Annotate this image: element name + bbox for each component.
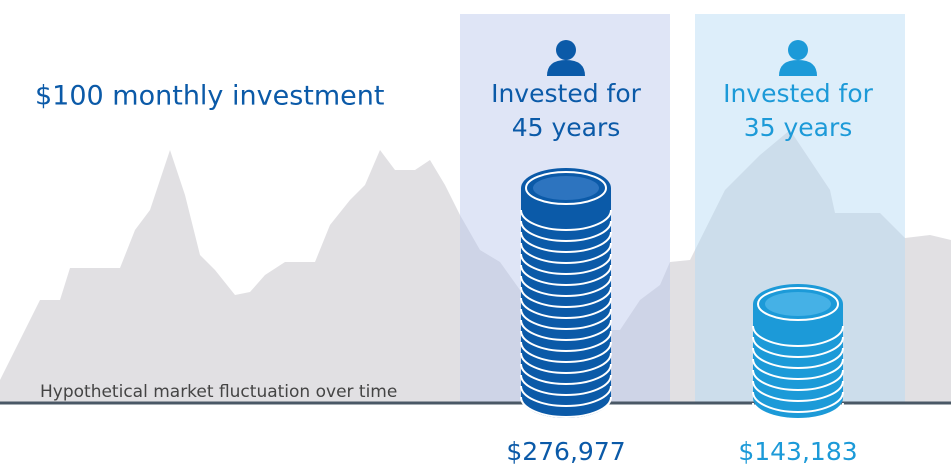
panel-label: Invested for <box>491 79 642 108</box>
panel-label: 35 years <box>744 113 853 142</box>
panel-label: Invested for <box>723 79 874 108</box>
infographic: $100 monthly investment Hypothetical mar… <box>0 0 951 470</box>
coin-top <box>533 176 599 200</box>
amount: $276,977 <box>506 437 625 466</box>
amount: $143,183 <box>738 437 857 466</box>
coin-top <box>765 292 831 316</box>
panel-label: 45 years <box>512 113 621 142</box>
title: $100 monthly investment <box>35 81 384 112</box>
caption: Hypothetical market fluctuation over tim… <box>40 382 397 402</box>
